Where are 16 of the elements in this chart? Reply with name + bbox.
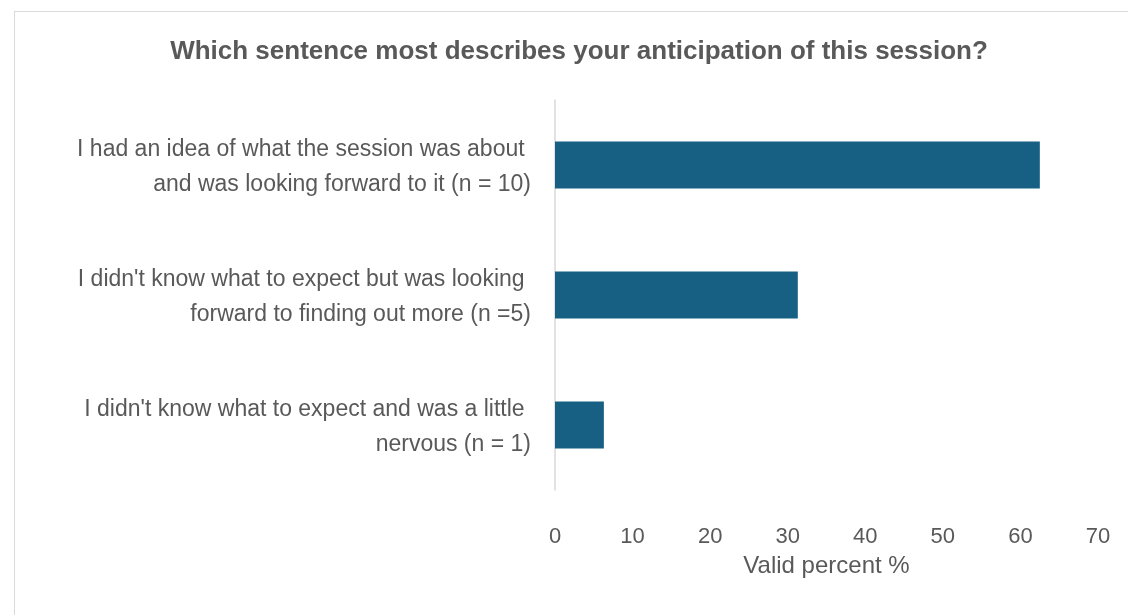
chart-title: Which sentence most describes your anticipation of this session? — [170, 35, 988, 65]
x-tick-label: 60 — [1008, 522, 1033, 548]
y-tick-label: I didn't know what to expect and was a little nervous (n = 1) — [84, 394, 531, 456]
bar — [555, 141, 1040, 189]
x-tick-label: 20 — [697, 522, 723, 548]
bar — [555, 271, 798, 319]
x-tick-label: 70 — [1085, 522, 1111, 548]
x-tick-label: 30 — [775, 522, 800, 548]
x-tick-label: 0 — [548, 522, 562, 548]
x-tick-label: 40 — [853, 522, 878, 548]
bar — [555, 401, 604, 449]
x-tick-label: 50 — [930, 522, 956, 548]
x-tick-label: 10 — [620, 522, 645, 548]
y-tick-label: I didn't know what to expect but was looking forward to finding out more (n =5) — [77, 264, 531, 326]
y-tick-label: I had an idea of what the session was about and was looking forward to it (n = 10) — [77, 134, 531, 196]
x-axis-title: Valid percent % — [743, 550, 910, 578]
